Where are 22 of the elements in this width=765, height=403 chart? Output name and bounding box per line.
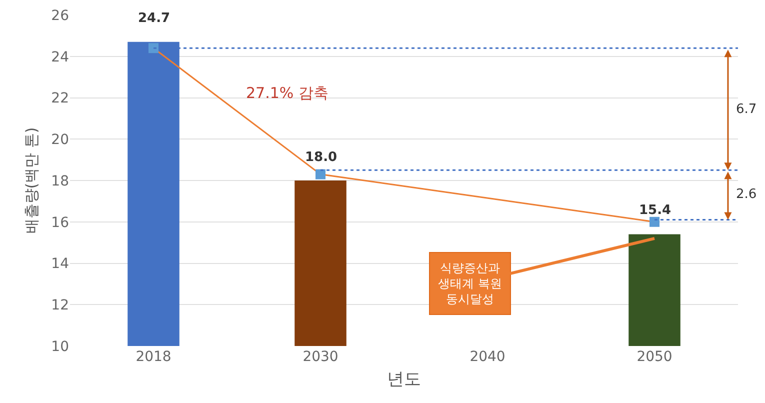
annotation: 2.6 [736,187,757,202]
x-tick-label: 2040 [470,349,506,365]
y-tick-label: 26 [51,8,70,24]
y-tick-label: 12 [51,298,69,314]
annotation: 27.1% 감축 [246,84,328,102]
y-tick-label: 14 [51,256,70,272]
x-axis-title: 년도 [387,369,421,390]
y-tick-label: 24 [51,49,70,66]
y-tick-label: 22 [51,90,69,107]
annotation: 식량증산과 생태계 복원 동시달성 [438,261,502,306]
y-tick-label: 18 [51,173,69,190]
y-tick-label: 10 [51,338,69,355]
x-tick-label: 2018 [136,349,172,365]
y-tick-label: 20 [51,132,69,148]
data-label: 24.7 [138,11,170,26]
y-tick-label: 16 [51,214,70,231]
annotation: 6.7 [736,102,757,117]
y-axis-title: 배출량(백만 톤) [22,127,40,234]
x-tick-label: 2030 [302,349,338,365]
x-tick-label: 2050 [636,349,672,365]
data-label: 18.0 [305,150,338,165]
data-label: 15.4 [639,203,672,218]
